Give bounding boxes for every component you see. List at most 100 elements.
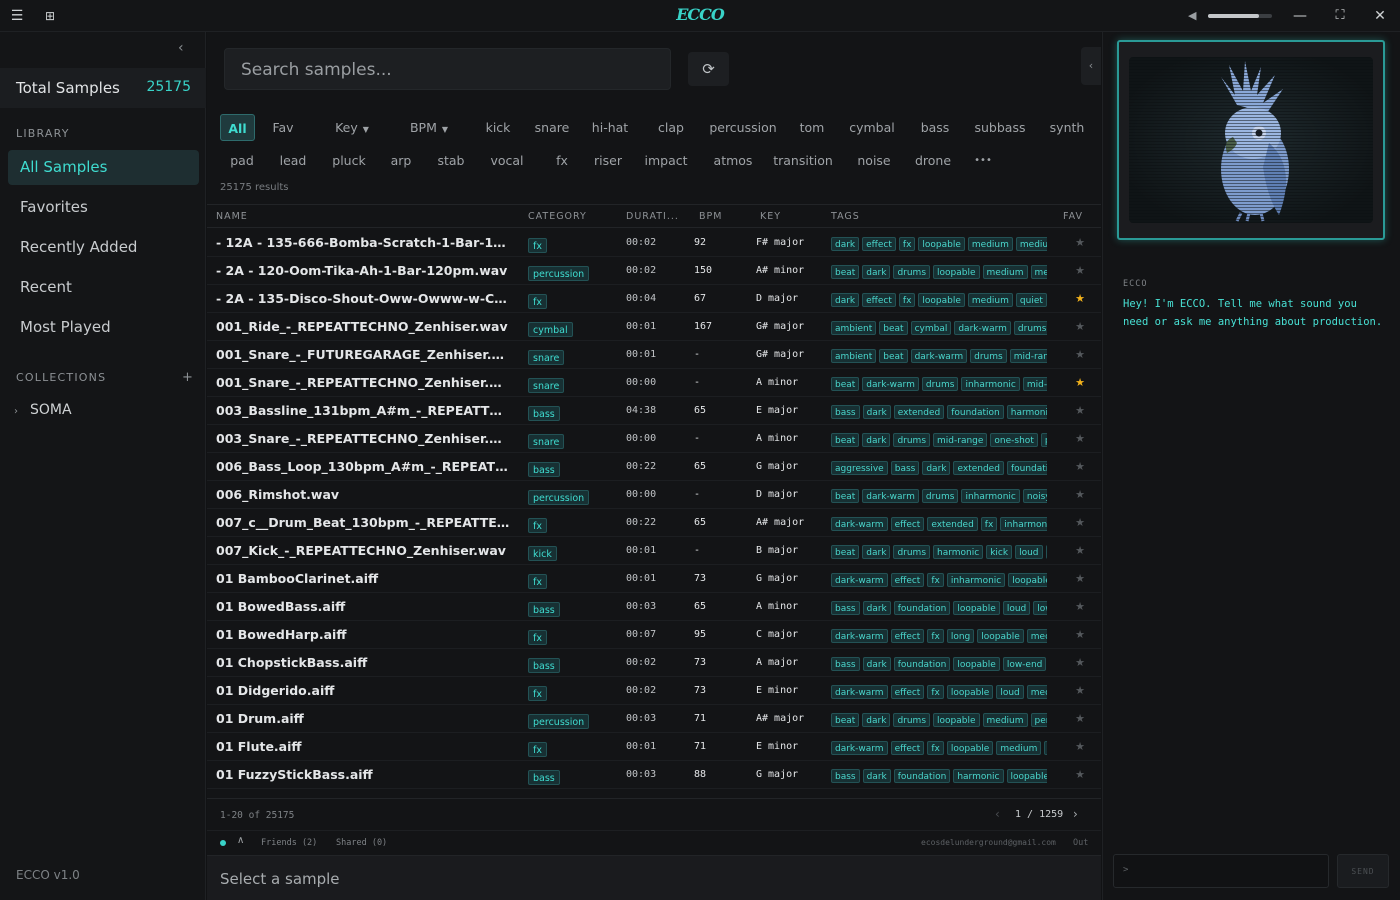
table-row[interactable]: 007_Kick_-_REPEATTECHNO_Zenhiser.wav kick… — [207, 537, 1101, 565]
favorite-star-icon[interactable]: ★ — [1075, 236, 1085, 249]
tag-badge[interactable]: loud — [1015, 545, 1043, 559]
tag-badge[interactable]: beat — [831, 545, 860, 559]
filter-chip[interactable]: lead — [279, 153, 307, 168]
tag-badge[interactable]: quiet — [1015, 293, 1047, 307]
tag-badge[interactable]: ambient — [831, 321, 877, 335]
tag-badge[interactable]: one-shot — [990, 433, 1038, 447]
favorite-star-icon[interactable]: ★ — [1075, 600, 1085, 613]
table-row[interactable]: 006_Bass_Loop_130bpm_A#m_-_REPEATTECHNO_… — [207, 453, 1101, 481]
tag-badge[interactable]: foundation — [893, 769, 951, 783]
send-button[interactable]: SEND — [1337, 854, 1389, 888]
tag-badge[interactable]: medium-lo — [1015, 237, 1047, 251]
tag-badge[interactable]: loopable — [946, 741, 994, 755]
favorite-star-icon[interactable]: ★ — [1075, 740, 1085, 753]
tag-badge[interactable]: effect — [890, 629, 925, 643]
tag-badge[interactable]: dark — [862, 265, 891, 279]
filter-chip[interactable]: subbass — [974, 120, 1026, 135]
tag-badge[interactable]: dark-warm — [831, 741, 888, 755]
toggle-assistant-panel-icon[interactable]: ‹ — [1081, 47, 1101, 85]
filter-chip[interactable]: arp — [390, 153, 412, 168]
tag-badge[interactable]: loopable — [933, 713, 980, 727]
menu-icon[interactable]: ☰ — [10, 8, 24, 24]
tag-badge[interactable]: extended — [927, 517, 978, 531]
table-row[interactable]: 001_Snare_-_FUTUREGARAGE_Zenhiser.wav sna… — [207, 341, 1101, 369]
filter-chip[interactable]: riser — [594, 153, 622, 168]
tag-badge[interactable]: fx — [927, 741, 944, 755]
table-row[interactable]: 001_Snare_-_REPEATTECHNO_Zenhiser.wav sna… — [207, 369, 1101, 397]
table-row[interactable]: 01 Drum.aiff percussion 00:03 71 A# major bea… — [207, 705, 1101, 733]
volume-slider[interactable] — [1208, 14, 1272, 18]
tag-badge[interactable]: drums — [893, 713, 931, 727]
table-row[interactable]: 01 BowedBass.aiff bass 00:03 65 A minor bass d… — [207, 593, 1101, 621]
tag-badge[interactable]: dark — [862, 601, 891, 615]
filter-chip[interactable]: bass — [920, 120, 950, 135]
filter-chip[interactable]: atmos — [713, 153, 753, 168]
add-collection-icon[interactable]: + — [182, 370, 193, 385]
tag-badge[interactable]: beat — [831, 489, 860, 503]
tag-badge[interactable]: medium — [967, 293, 1013, 307]
favorite-star-icon[interactable]: ★ — [1075, 460, 1085, 473]
tag-badge[interactable]: foundation — [893, 601, 951, 615]
filter-chip[interactable]: percussion — [709, 120, 777, 135]
favorite-star-icon[interactable]: ★ — [1075, 712, 1085, 725]
table-row[interactable]: 01 BambooClarinet.aiff fx 00:01 73 G major da… — [207, 565, 1101, 593]
tag-badge[interactable]: dark-warm — [831, 629, 888, 643]
tag-badge[interactable]: foundation — [947, 405, 1004, 419]
shared-link[interactable]: Shared (0) — [336, 838, 388, 848]
tag-badge[interactable]: harmonic — [933, 545, 984, 559]
favorite-star-icon[interactable]: ★ — [1075, 628, 1085, 641]
tag-badge[interactable]: loopable — [918, 237, 965, 251]
tag-badge[interactable]: drums — [893, 433, 931, 447]
collection-item[interactable]: › SOMA — [14, 402, 72, 418]
tag-badge[interactable]: beat — [879, 321, 908, 335]
nav-most-played[interactable]: Most Played — [20, 318, 111, 336]
nav-all-samples[interactable]: All Samples — [8, 150, 199, 185]
filter-bpm-dropdown[interactable]: BPM ▼ — [407, 114, 451, 141]
table-row[interactable]: 003_Bassline_131bpm_A#m_-_REPEATTECHNO_Z… — [207, 397, 1101, 425]
tag-badge[interactable]: medium — [1026, 685, 1047, 699]
favorite-star-icon[interactable]: ★ — [1075, 264, 1085, 277]
tag-badge[interactable]: cymbal — [910, 321, 952, 335]
close-button[interactable]: ✕ — [1374, 8, 1386, 24]
tag-badge[interactable]: low-end — [1002, 657, 1047, 671]
favorite-star-icon[interactable]: ★ — [1075, 768, 1085, 781]
tag-badge[interactable]: dark — [862, 433, 891, 447]
filter-chip[interactable]: Fav — [272, 120, 294, 135]
filter-chip[interactable]: vocal — [490, 153, 524, 168]
filter-chip[interactable]: fx — [556, 153, 568, 168]
tag-badge[interactable]: loopable — [918, 293, 965, 307]
tag-badge[interactable]: beat — [879, 349, 908, 363]
tag-badge[interactable]: drums — [893, 545, 931, 559]
filter-chip[interactable]: cymbal — [849, 120, 895, 135]
tag-badge[interactable]: loopable — [953, 601, 1000, 615]
filter-chip[interactable]: kick — [485, 120, 511, 135]
tag-badge[interactable]: beat — [831, 713, 860, 727]
header-fav[interactable]: FAV — [1063, 211, 1083, 222]
tag-badge[interactable]: beat — [831, 265, 860, 279]
chat-input[interactable]: > — [1113, 854, 1329, 888]
filter-chip[interactable]: synth — [1049, 120, 1085, 135]
favorite-star-icon[interactable]: ★ — [1075, 320, 1085, 333]
tag-badge[interactable]: bass — [831, 657, 860, 671]
logout-link[interactable]: Out — [1073, 838, 1089, 848]
favorite-star-icon[interactable]: ★ — [1075, 376, 1085, 389]
tag-badge[interactable]: loud — [1002, 601, 1031, 615]
tag-badge[interactable]: drums — [970, 349, 1007, 363]
chevron-up-icon[interactable]: ∧ — [237, 835, 245, 846]
tag-badge[interactable]: drums — [1013, 321, 1047, 335]
tag-badge[interactable]: bass — [890, 461, 920, 475]
filter-chip[interactable]: transition — [773, 153, 833, 168]
favorite-star-icon[interactable]: ★ — [1075, 516, 1085, 529]
tag-badge[interactable]: dark — [831, 293, 860, 307]
tag-badge[interactable]: perc — [1040, 433, 1047, 447]
tag-badge[interactable]: dark-warm — [831, 517, 888, 531]
favorite-star-icon[interactable]: ★ — [1075, 292, 1085, 305]
table-row[interactable]: - 2A - 120-Oom-Tika-Ah-1-Bar-120pm.wav pe… — [207, 257, 1101, 285]
tag-badge[interactable]: low-en — [1033, 601, 1047, 615]
tag-badge[interactable]: fx — [927, 629, 944, 643]
filter-chip[interactable]: pad — [230, 153, 254, 168]
tag-badge[interactable]: low- — [1045, 545, 1047, 559]
favorite-star-icon[interactable]: ★ — [1075, 544, 1085, 557]
favorite-star-icon[interactable]: ★ — [1075, 572, 1085, 585]
tag-badge[interactable]: fx — [927, 685, 944, 699]
